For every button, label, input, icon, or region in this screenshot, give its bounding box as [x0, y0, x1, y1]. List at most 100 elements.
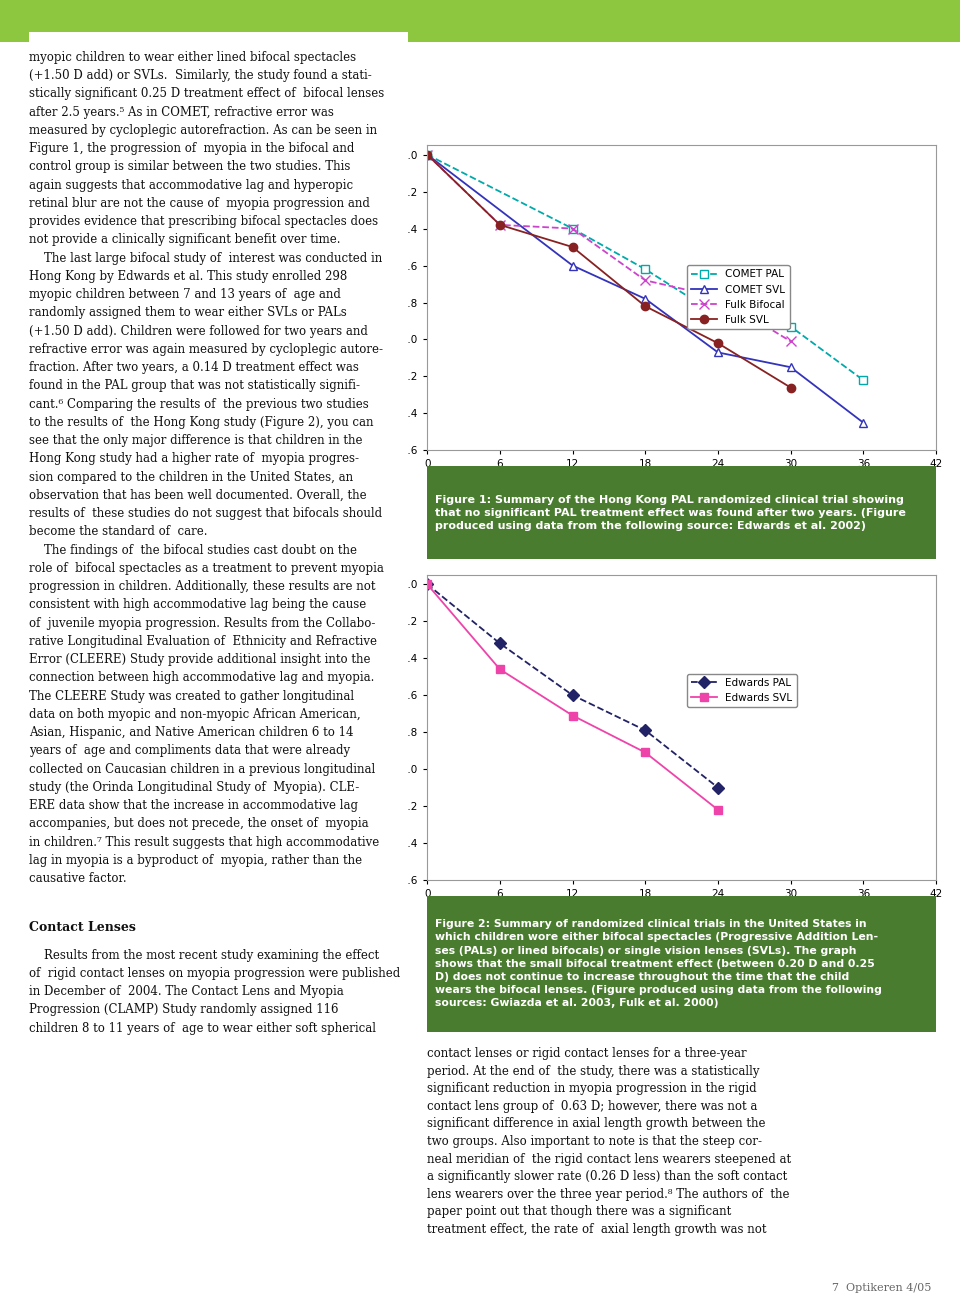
Text: retinal blur are not the cause of  myopia progression and: retinal blur are not the cause of myopia…: [29, 197, 370, 210]
Text: see that the only major difference is that children in the: see that the only major difference is th…: [29, 435, 362, 448]
Text: Hong Kong by Edwards et al. This study enrolled 298: Hong Kong by Edwards et al. This study e…: [29, 270, 348, 283]
Text: study (the Orinda Longitudinal Study of  Myopia). CLE-: study (the Orinda Longitudinal Study of …: [29, 781, 359, 794]
COMET SVL: [785, 360, 797, 375]
Fulk Bifocal: [421, 147, 433, 162]
Text: found in the PAL group that was not statistically signifi-: found in the PAL group that was not stat…: [29, 379, 360, 392]
COMET PAL: [785, 319, 797, 335]
Text: not provide a clinically significant benefit over time.: not provide a clinically significant ben…: [29, 234, 340, 247]
Fulk SVL: [639, 299, 651, 314]
Text: Figure 2: Summary of randomized clinical trials in the United States in
which ch: Figure 2: Summary of randomized clinical…: [435, 919, 881, 1009]
Text: contact lens group of  0.63 D; however, there was not a: contact lens group of 0.63 D; however, t…: [427, 1099, 757, 1112]
Text: Progression (CLAMP) Study randomly assigned 116: Progression (CLAMP) Study randomly assig…: [29, 1003, 338, 1016]
Text: lens wearers over the three year period.⁸ The authors of  the: lens wearers over the three year period.…: [427, 1188, 790, 1201]
Fulk SVL: [712, 335, 724, 350]
Text: stically significant 0.25 D treatment effect of  bifocal lenses: stically significant 0.25 D treatment ef…: [29, 87, 384, 100]
Text: randomly assigned them to wear either SVLs or PALs: randomly assigned them to wear either SV…: [29, 306, 347, 319]
Text: The last large bifocal study of  interest was conducted in: The last large bifocal study of interest…: [29, 252, 382, 265]
Text: 7  Optikeren 4/05: 7 Optikeren 4/05: [831, 1284, 931, 1293]
Edwards PAL: [712, 780, 724, 796]
COMET PAL: [421, 147, 433, 162]
COMET SVL: [421, 147, 433, 162]
Fulk Bifocal: [494, 217, 506, 232]
Text: refractive error was again measured by cycloplegic autore-: refractive error was again measured by c…: [29, 343, 383, 356]
Text: a significantly slower rate (0.26 D less) than the soft contact: a significantly slower rate (0.26 D less…: [427, 1171, 787, 1184]
COMET SVL: [857, 415, 869, 431]
Text: become the standard of  care.: become the standard of care.: [29, 526, 207, 539]
Text: The CLEERE Study was created to gather longitudinal: The CLEERE Study was created to gather l…: [29, 689, 354, 702]
Legend: Edwards PAL, Edwards SVL: Edwards PAL, Edwards SVL: [686, 674, 797, 707]
Text: ERE data show that the increase in accommodative lag: ERE data show that the increase in accom…: [29, 800, 358, 813]
Line: COMET SVL: COMET SVL: [423, 151, 868, 427]
Edwards SVL: [494, 662, 506, 678]
Fulk Bifocal: [785, 334, 797, 349]
Fulk SVL: [421, 147, 433, 162]
Text: treatment effect, the rate of  axial length growth was not: treatment effect, the rate of axial leng…: [427, 1223, 767, 1236]
Text: observation that has been well documented. Overall, the: observation that has been well documente…: [29, 489, 367, 502]
Edwards PAL: [421, 576, 433, 592]
Text: contact lenses or rigid contact lenses for a three-year: contact lenses or rigid contact lenses f…: [427, 1047, 747, 1060]
Text: consistent with high accommodative lag being the cause: consistent with high accommodative lag b…: [29, 598, 366, 611]
COMET PAL: [712, 308, 724, 323]
Text: myopic children between 7 and 13 years of  age and: myopic children between 7 and 13 years o…: [29, 288, 341, 301]
Text: again suggests that accommodative lag and hyperopic: again suggests that accommodative lag an…: [29, 179, 353, 192]
Text: neal meridian of  the rigid contact lens wearers steepened at: neal meridian of the rigid contact lens …: [427, 1153, 791, 1166]
Line: Edwards PAL: Edwards PAL: [423, 580, 722, 792]
Text: Error (CLEERE) Study provide additional insight into the: Error (CLEERE) Study provide additional …: [29, 653, 371, 666]
Edwards PAL: [494, 636, 506, 652]
Text: rative Longitudinal Evaluation of  Ethnicity and Refractive: rative Longitudinal Evaluation of Ethnic…: [29, 635, 376, 648]
COMET SVL: [639, 291, 651, 306]
Line: Fulk SVL: Fulk SVL: [423, 151, 795, 392]
Line: Fulk Bifocal: Fulk Bifocal: [422, 149, 796, 347]
Line: COMET PAL: COMET PAL: [423, 151, 868, 384]
Text: data on both myopic and non-myopic African American,: data on both myopic and non-myopic Afric…: [29, 707, 360, 720]
Text: in children.⁷ This result suggests that high accommodative: in children.⁷ This result suggests that …: [29, 836, 379, 849]
Line: Edwards SVL: Edwards SVL: [423, 580, 722, 814]
Text: causative factor.: causative factor.: [29, 872, 127, 885]
COMET SVL: [712, 345, 724, 361]
Edwards SVL: [639, 745, 651, 761]
Text: Hong Kong study had a higher rate of  myopia progres-: Hong Kong study had a higher rate of myo…: [29, 453, 359, 466]
Text: after 2.5 years.⁵ As in COMET, refractive error was: after 2.5 years.⁵ As in COMET, refractiv…: [29, 105, 334, 118]
Fulk Bifocal: [712, 289, 724, 305]
Text: two groups. Also important to note is that the steep cor-: two groups. Also important to note is th…: [427, 1134, 762, 1149]
Text: of  juvenile myopia progression. Results from the Collabo-: of juvenile myopia progression. Results …: [29, 617, 375, 630]
COMET SVL: [566, 258, 578, 274]
X-axis label: Months after Baseline Visit: Months after Baseline Visit: [597, 475, 766, 485]
Text: fraction. After two years, a 0.14 D treatment effect was: fraction. After two years, a 0.14 D trea…: [29, 361, 359, 374]
COMET PAL: [857, 373, 869, 388]
Y-axis label: Change in Spherical Equivalent Refractive
Error from Baseline (Diopters): Change in Spherical Equivalent Refractiv…: [314, 624, 336, 831]
Text: significant difference in axial length growth between the: significant difference in axial length g…: [427, 1118, 766, 1131]
Text: progression in children. Additionally, these results are not: progression in children. Additionally, t…: [29, 580, 375, 593]
Text: Contact Lenses: Contact Lenses: [29, 922, 135, 935]
Text: of  rigid contact lenses on myopia progression were published: of rigid contact lenses on myopia progre…: [29, 967, 400, 980]
Text: lag in myopia is a byproduct of  myopia, rather than the: lag in myopia is a byproduct of myopia, …: [29, 854, 362, 867]
COMET PAL: [639, 261, 651, 276]
Text: cant.⁶ Comparing the results of  the previous two studies: cant.⁶ Comparing the results of the prev…: [29, 397, 369, 410]
Edwards PAL: [566, 688, 578, 704]
Edwards SVL: [712, 802, 724, 818]
Text: in December of  2004. The Contact Lens and Myopia: in December of 2004. The Contact Lens an…: [29, 985, 344, 998]
Text: to the results of  the Hong Kong study (Figure 2), you can: to the results of the Hong Kong study (F…: [29, 415, 373, 428]
Text: Results from the most recent study examining the effect: Results from the most recent study exami…: [29, 949, 379, 962]
COMET PAL: [566, 221, 578, 236]
Edwards SVL: [566, 707, 578, 723]
Text: accompanies, but does not precede, the onset of  myopia: accompanies, but does not precede, the o…: [29, 818, 369, 831]
Fulk SVL: [566, 239, 578, 254]
Text: children 8 to 11 years of  age to wear either soft spherical: children 8 to 11 years of age to wear ei…: [29, 1022, 375, 1035]
Text: provides evidence that prescribing bifocal spectacles does: provides evidence that prescribing bifoc…: [29, 215, 378, 228]
Text: (+1.50 D add) or SVLs.  Similarly, the study found a stati-: (+1.50 D add) or SVLs. Similarly, the st…: [29, 69, 372, 82]
Fulk SVL: [785, 380, 797, 396]
Fulk SVL: [494, 217, 506, 232]
Text: paper point out that though there was a significant: paper point out that though there was a …: [427, 1206, 732, 1219]
Fulk Bifocal: [566, 221, 578, 236]
Text: years of  age and compliments data that were already: years of age and compliments data that w…: [29, 745, 350, 758]
Text: The findings of  the bifocal studies cast doubt on the: The findings of the bifocal studies cast…: [29, 544, 357, 557]
Text: myopic children to wear either lined bifocal spectacles: myopic children to wear either lined bif…: [29, 51, 356, 64]
Text: Figure 1: Summary of the Hong Kong PAL randomized clinical trial showing
that no: Figure 1: Summary of the Hong Kong PAL r…: [435, 495, 905, 531]
Text: collected on Caucasian children in a previous longitudinal: collected on Caucasian children in a pre…: [29, 763, 375, 776]
Text: connection between high accommodative lag and myopia.: connection between high accommodative la…: [29, 671, 374, 684]
Text: role of  bifocal spectacles as a treatment to prevent myopia: role of bifocal spectacles as a treatmen…: [29, 562, 384, 575]
Text: period. At the end of  the study, there was a statistically: period. At the end of the study, there w…: [427, 1064, 759, 1077]
Text: Figure 1, the progression of  myopia in the bifocal and: Figure 1, the progression of myopia in t…: [29, 143, 354, 156]
Text: sion compared to the children in the United States, an: sion compared to the children in the Uni…: [29, 471, 353, 484]
